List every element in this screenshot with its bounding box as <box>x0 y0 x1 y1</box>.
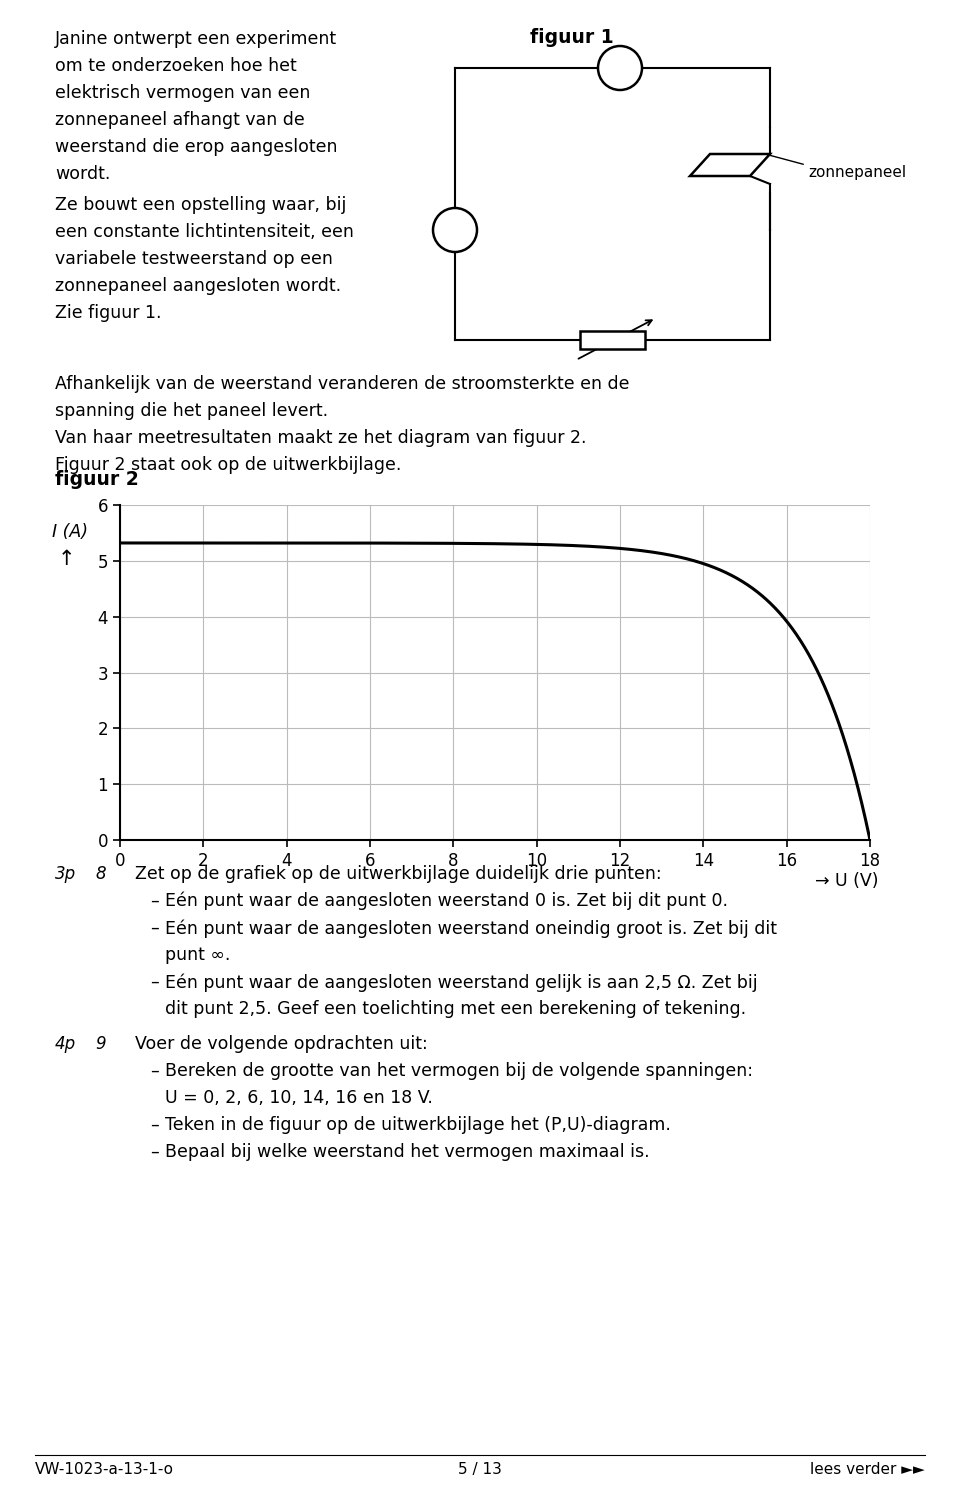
Text: weerstand die erop aangesloten: weerstand die erop aangesloten <box>55 138 338 156</box>
Text: V: V <box>614 52 626 70</box>
Text: –: – <box>150 920 158 937</box>
Text: Van haar meetresultaten maakt ze het diagram van figuur 2.: Van haar meetresultaten maakt ze het dia… <box>55 429 587 446</box>
Text: –: – <box>150 1116 158 1134</box>
Text: Figuur 2 staat ook op de uitwerkbijlage.: Figuur 2 staat ook op de uitwerkbijlage. <box>55 455 401 475</box>
Text: 9: 9 <box>95 1036 106 1054</box>
Text: om te onderzoeken hoe het: om te onderzoeken hoe het <box>55 57 297 74</box>
Text: 8: 8 <box>95 865 106 882</box>
Text: –: – <box>150 1143 158 1161</box>
Text: een constante lichtintensiteit, een: een constante lichtintensiteit, een <box>55 223 354 241</box>
Text: Eén punt waar de aangesloten weerstand 0 is. Zet bij dit punt 0.: Eén punt waar de aangesloten weerstand 0… <box>165 891 728 911</box>
Text: dit punt 2,5. Geef een toelichting met een berekening of tekening.: dit punt 2,5. Geef een toelichting met e… <box>165 1000 746 1018</box>
Text: –: – <box>150 973 158 991</box>
Text: wordt.: wordt. <box>55 165 110 183</box>
Circle shape <box>598 46 642 89</box>
Text: Eén punt waar de aangesloten weerstand oneindig groot is. Zet bij dit: Eén punt waar de aangesloten weerstand o… <box>165 920 777 937</box>
Text: Voer de volgende opdrachten uit:: Voer de volgende opdrachten uit: <box>135 1036 428 1054</box>
Text: –: – <box>150 1062 158 1080</box>
Text: lees verder ►►: lees verder ►► <box>810 1463 925 1478</box>
Text: Bepaal bij welke weerstand het vermogen maximaal is.: Bepaal bij welke weerstand het vermogen … <box>165 1143 650 1161</box>
Text: → U (V): → U (V) <box>815 872 878 890</box>
Bar <box>580 330 645 350</box>
Text: Ze bouwt een opstelling waar, bij: Ze bouwt een opstelling waar, bij <box>55 196 347 214</box>
Text: VW-1023-a-13-1-o: VW-1023-a-13-1-o <box>35 1463 174 1478</box>
Text: Afhankelijk van de weerstand veranderen de stroomsterkte en de: Afhankelijk van de weerstand veranderen … <box>55 375 630 393</box>
Text: U = 0, 2, 6, 10, 14, 16 en 18 V.: U = 0, 2, 6, 10, 14, 16 en 18 V. <box>165 1089 433 1107</box>
Text: zonnepaneel afhangt van de: zonnepaneel afhangt van de <box>55 112 304 129</box>
Text: 4p: 4p <box>55 1036 76 1054</box>
Text: zonnepaneel aangesloten wordt.: zonnepaneel aangesloten wordt. <box>55 277 341 295</box>
Text: Teken in de figuur op de uitwerkbijlage het (P,U)-diagram.: Teken in de figuur op de uitwerkbijlage … <box>165 1116 671 1134</box>
Text: figuur 1: figuur 1 <box>530 28 613 48</box>
Text: 3p: 3p <box>55 865 76 882</box>
Circle shape <box>433 208 477 251</box>
Text: 5 / 13: 5 / 13 <box>458 1463 502 1478</box>
Text: Zie figuur 1.: Zie figuur 1. <box>55 304 161 321</box>
Text: zonnepaneel: zonnepaneel <box>808 165 906 180</box>
Text: A: A <box>449 214 461 232</box>
Text: I (A): I (A) <box>52 522 88 542</box>
Text: Zet op de grafiek op de uitwerkbijlage duidelijk drie punten:: Zet op de grafiek op de uitwerkbijlage d… <box>135 865 661 882</box>
Text: figuur 2: figuur 2 <box>55 470 139 490</box>
Polygon shape <box>690 153 770 176</box>
Text: –: – <box>150 891 158 911</box>
Text: spanning die het paneel levert.: spanning die het paneel levert. <box>55 402 328 420</box>
Text: Janine ontwerpt een experiment: Janine ontwerpt een experiment <box>55 30 337 48</box>
Text: Bereken de grootte van het vermogen bij de volgende spanningen:: Bereken de grootte van het vermogen bij … <box>165 1062 753 1080</box>
Text: punt ∞.: punt ∞. <box>165 946 230 964</box>
Text: elektrisch vermogen van een: elektrisch vermogen van een <box>55 83 310 103</box>
Text: Eén punt waar de aangesloten weerstand gelijk is aan 2,5 Ω. Zet bij: Eén punt waar de aangesloten weerstand g… <box>165 973 757 991</box>
Text: ↑: ↑ <box>58 549 76 568</box>
Text: variabele testweerstand op een: variabele testweerstand op een <box>55 250 333 268</box>
